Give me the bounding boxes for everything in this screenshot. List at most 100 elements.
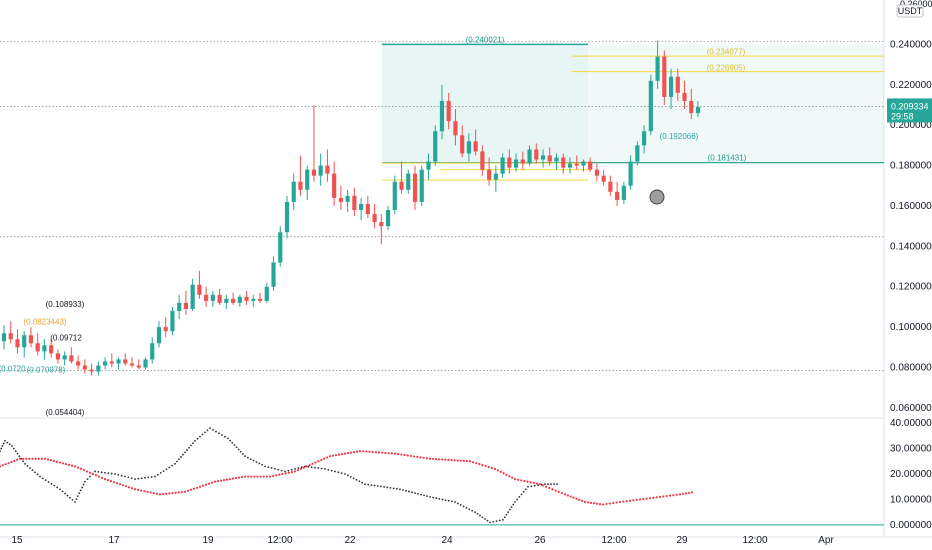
- candle-6: [42, 339, 47, 360]
- candle-103: [695, 100, 701, 118]
- candle-49: [332, 161, 337, 206]
- x-tick-6: 26: [534, 535, 546, 546]
- candle-9: [62, 351, 67, 366]
- indicator-series-1: [0, 449, 694, 506]
- y-tick-1: 0.220000: [890, 80, 932, 91]
- candle-39: [264, 282, 269, 303]
- x-tick-8: 29: [676, 535, 688, 546]
- level-label-6: (0.0720: [0, 365, 26, 374]
- candle-51: [345, 189, 350, 213]
- level-label-2: (0.192066): [660, 132, 699, 141]
- candle-42: [284, 195, 290, 239]
- candle-23: [156, 321, 162, 348]
- chart-grid: [0, 0, 885, 536]
- countdown: 29:58: [891, 111, 914, 121]
- candle-53: [359, 197, 364, 221]
- candle-75: [507, 149, 512, 174]
- candle-95: [642, 125, 647, 154]
- candle-62: [419, 165, 424, 206]
- candle-77: [520, 151, 525, 170]
- candle-13: [89, 363, 94, 376]
- candle-85: [574, 155, 579, 170]
- candle-8: [55, 349, 60, 364]
- currency-badge: [896, 4, 924, 18]
- indicator-pane: 40.000000 30.000000 20.000000 10.000000 0.00…: [0, 418, 932, 531]
- candle-80: [540, 149, 546, 168]
- candle-101: [682, 80, 687, 110]
- candle-7: [49, 339, 54, 358]
- candle-92: [621, 181, 626, 204]
- x-tick-0: 15: [11, 535, 23, 546]
- candle-96: [648, 74, 653, 136]
- candle-71: [480, 145, 485, 176]
- candle-72: [487, 157, 492, 186]
- candle-94: [635, 141, 640, 166]
- ind-tick-1: 30.000000: [890, 444, 932, 455]
- candle-41: [278, 226, 283, 267]
- candle-46: [311, 105, 317, 182]
- candle-84: [567, 157, 573, 174]
- candle-10: [69, 347, 74, 364]
- range-bottom-label: (0.181431): [708, 154, 747, 163]
- candle-14: [96, 361, 101, 376]
- ind-tick-3: 10.000000: [890, 494, 932, 505]
- y-tick-0: 0.240000: [890, 39, 932, 50]
- candle-99: [668, 68, 674, 110]
- candle-24: [163, 317, 168, 338]
- candle-36: [244, 290, 249, 305]
- candle-81: [547, 147, 552, 166]
- level-label-7: (0.070978): [27, 366, 66, 375]
- y-tick-9: 0.060000: [890, 403, 932, 414]
- candle-11: [76, 355, 81, 370]
- candle-58: [392, 175, 397, 215]
- candle-78: [527, 145, 532, 166]
- candles: [1, 40, 701, 376]
- candle-4: [28, 327, 34, 348]
- candle-56: [379, 214, 384, 245]
- x-tick-5: 24: [441, 535, 453, 546]
- candle-60: [406, 169, 411, 194]
- x-tick-7: 12:00: [601, 535, 626, 546]
- candle-43: [291, 173, 296, 211]
- candle-88: [594, 163, 600, 182]
- range-box-inner: [382, 44, 588, 163]
- level-label-5: (0.09712: [50, 333, 82, 342]
- y-tick-7: 0.100000: [890, 322, 932, 333]
- candle-20: [136, 359, 141, 370]
- candle-90: [608, 175, 613, 196]
- candle-91: [615, 181, 620, 206]
- x-tick-4: 22: [344, 535, 356, 546]
- y-tick-6: 0.120000: [890, 282, 932, 293]
- y-tick-4: 0.160000: [890, 201, 932, 212]
- candle-63: [426, 153, 431, 180]
- candle-18: [123, 353, 128, 366]
- y-tick-8: 0.080000: [890, 363, 932, 374]
- candle-44: [298, 155, 303, 196]
- candle-66: [446, 92, 451, 130]
- indicator-series-0: [0, 427, 558, 524]
- candle-74: [500, 153, 505, 178]
- level-label-8: (0.054404): [46, 408, 85, 417]
- candle-73: [493, 165, 498, 192]
- x-tick-10: Apr: [818, 535, 834, 546]
- range-box: [382, 43, 884, 164]
- range-top-label: (0.240021): [466, 35, 505, 44]
- candle-59: [399, 161, 404, 194]
- y-tick-2: 0.200000: [890, 120, 932, 131]
- marker-circle: [649, 189, 665, 205]
- candle-48: [325, 149, 330, 182]
- candle-32: [217, 288, 222, 305]
- candle-76: [513, 153, 519, 172]
- time-axis: 15 17 19 12:00 22 24 26 12:00 29 12:00 Apr: [0, 535, 932, 546]
- candle-86: [581, 159, 586, 172]
- candle-26: [177, 294, 182, 320]
- candle-67: [453, 109, 458, 146]
- gray-marker: [649, 189, 665, 205]
- ind-tick-2: 20.000000: [890, 469, 932, 480]
- current-price: 0.209334: [891, 101, 929, 111]
- y-tick-5: 0.140000: [890, 241, 932, 252]
- x-tick-3: 12:00: [267, 535, 292, 546]
- level-label-0: (0.234077): [707, 48, 746, 57]
